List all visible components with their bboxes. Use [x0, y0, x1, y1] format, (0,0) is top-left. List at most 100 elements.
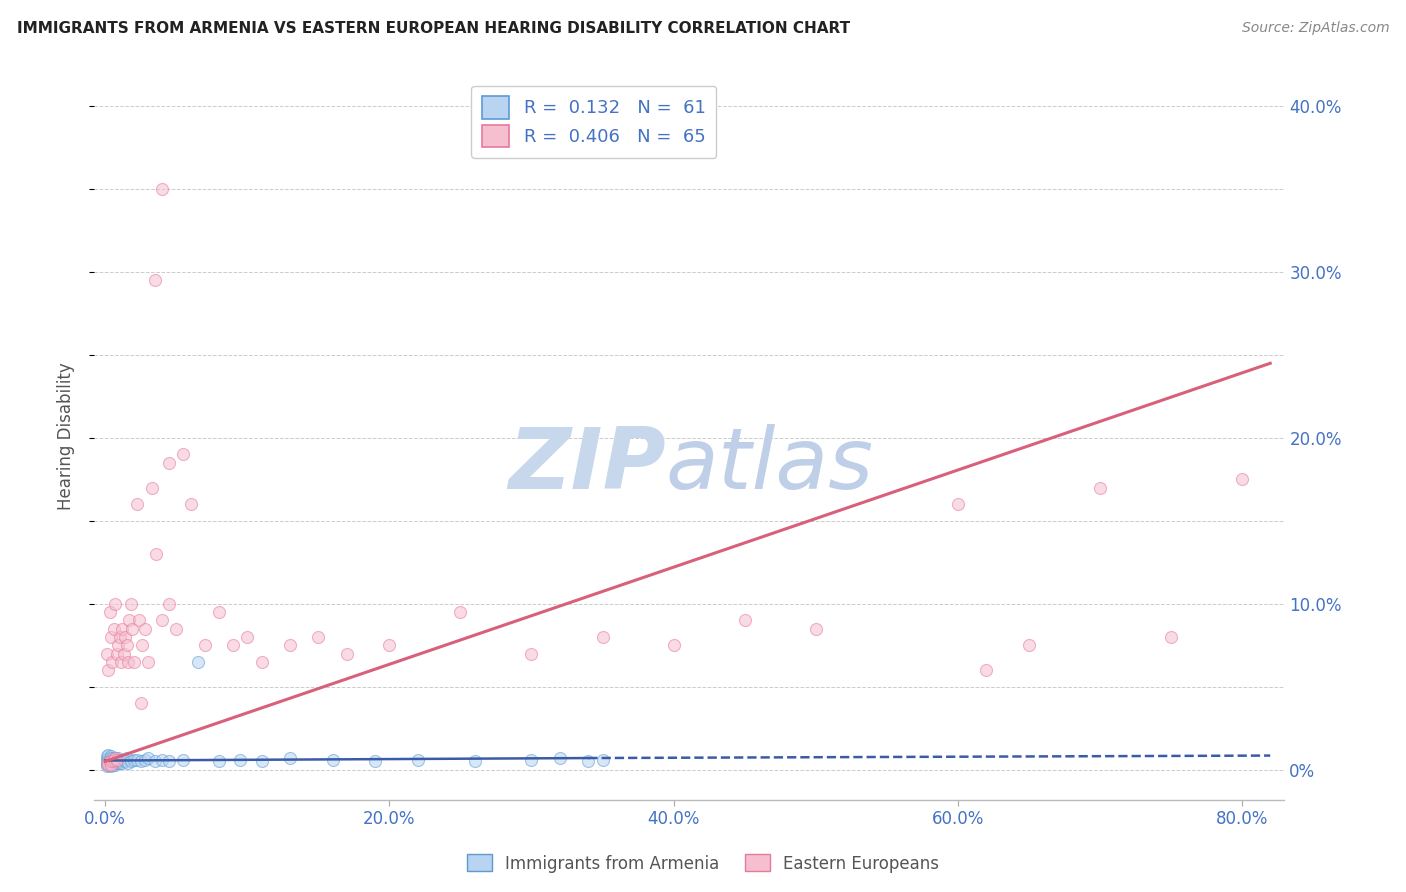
Point	[105, 756, 128, 770]
Point	[100, 749, 122, 764]
Point	[115, 638, 138, 652]
Point	[180, 497, 202, 511]
Point	[250, 755, 273, 769]
Point	[108, 756, 131, 770]
Text: atlas: atlas	[665, 424, 873, 507]
Point	[131, 638, 153, 652]
Point	[103, 753, 125, 767]
Point	[98, 755, 121, 769]
Point	[229, 753, 252, 767]
Point	[98, 605, 121, 619]
Point	[118, 613, 141, 627]
Point	[104, 757, 127, 772]
Point	[107, 638, 129, 652]
Point	[278, 751, 301, 765]
Point	[97, 747, 120, 762]
Point	[150, 753, 173, 767]
Point	[108, 630, 131, 644]
Point	[101, 755, 124, 769]
Point	[134, 753, 156, 767]
Point	[121, 622, 143, 636]
Point	[520, 647, 543, 661]
Point	[520, 753, 543, 767]
Point	[104, 751, 127, 765]
Point	[112, 753, 135, 767]
Point	[100, 755, 122, 769]
Point	[208, 755, 231, 769]
Point	[165, 622, 187, 636]
Point	[96, 759, 118, 773]
Point	[108, 753, 131, 767]
Point	[100, 630, 122, 644]
Point	[125, 753, 148, 767]
Point	[101, 751, 124, 765]
Point	[111, 756, 134, 770]
Point	[141, 481, 163, 495]
Point	[172, 753, 194, 767]
Point	[112, 647, 135, 661]
Point	[120, 597, 142, 611]
Point	[449, 605, 471, 619]
Point	[98, 751, 121, 765]
Point	[100, 757, 122, 772]
Point	[115, 751, 138, 765]
Point	[97, 756, 120, 770]
Point	[101, 757, 124, 772]
Point	[97, 663, 120, 677]
Point	[576, 755, 599, 769]
Point	[97, 757, 120, 772]
Point	[946, 497, 969, 511]
Point	[364, 755, 387, 769]
Point	[1088, 481, 1111, 495]
Point	[134, 622, 156, 636]
Point	[592, 753, 614, 767]
Point	[110, 655, 132, 669]
Point	[103, 756, 125, 770]
Point	[236, 630, 259, 644]
Point	[322, 753, 344, 767]
Point	[122, 753, 145, 767]
Point	[129, 696, 152, 710]
Point	[136, 751, 159, 765]
Point	[101, 755, 124, 769]
Point	[145, 547, 167, 561]
Text: Source: ZipAtlas.com: Source: ZipAtlas.com	[1241, 21, 1389, 36]
Point	[1160, 630, 1182, 644]
Point	[96, 753, 118, 767]
Point	[464, 755, 486, 769]
Point	[120, 755, 142, 769]
Point	[107, 755, 129, 769]
Point	[157, 456, 180, 470]
Point	[250, 655, 273, 669]
Point	[104, 751, 127, 765]
Point	[96, 756, 118, 770]
Point	[101, 753, 124, 767]
Point	[150, 613, 173, 627]
Point	[114, 755, 136, 769]
Point	[143, 273, 166, 287]
Text: IMMIGRANTS FROM ARMENIA VS EASTERN EUROPEAN HEARING DISABILITY CORRELATION CHART: IMMIGRANTS FROM ARMENIA VS EASTERN EUROP…	[17, 21, 851, 37]
Point	[734, 613, 756, 627]
Point	[187, 655, 209, 669]
Point	[98, 753, 121, 767]
Point	[117, 756, 139, 770]
Point	[208, 605, 231, 619]
Point	[548, 751, 571, 765]
Point	[117, 655, 139, 669]
Point	[96, 647, 118, 661]
Point	[105, 753, 128, 767]
Point	[107, 751, 129, 765]
Legend: Immigrants from Armenia, Eastern Europeans: Immigrants from Armenia, Eastern Europea…	[460, 847, 946, 880]
Point	[110, 755, 132, 769]
Point	[103, 753, 125, 767]
Point	[97, 755, 120, 769]
Point	[98, 756, 121, 770]
Point	[103, 622, 125, 636]
Point	[96, 756, 118, 770]
Point	[125, 497, 148, 511]
Point	[592, 630, 614, 644]
Point	[157, 597, 180, 611]
Point	[662, 638, 685, 652]
Point	[378, 638, 401, 652]
Point	[129, 755, 152, 769]
